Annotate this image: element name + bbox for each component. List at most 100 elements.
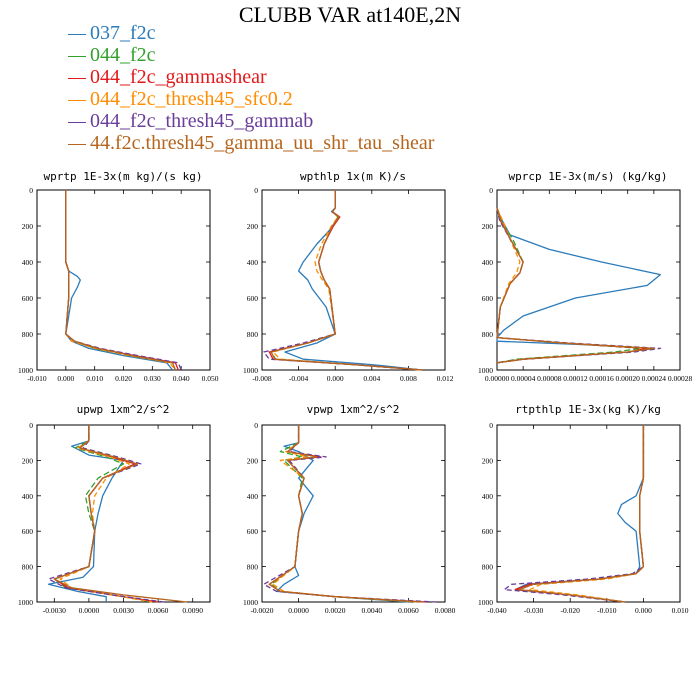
series-line — [268, 190, 423, 371]
legend-line-swatch — [68, 143, 86, 145]
y-tick-label: 200 — [247, 456, 259, 465]
y-tick-label: 600 — [482, 527, 494, 536]
x-tick-label: 0.00012 — [563, 374, 588, 383]
legend-label: 037_f2c — [90, 22, 156, 44]
y-tick-label: 1000 — [243, 366, 258, 375]
y-tick-label: 800 — [22, 563, 34, 572]
x-tick-label: -0.004 — [289, 374, 309, 383]
y-tick-label: 800 — [482, 330, 494, 339]
y-tick-label: 0 — [254, 186, 258, 195]
y-tick-label: 600 — [482, 294, 494, 303]
x-tick-label: 0.0000 — [79, 606, 100, 615]
x-tick-label: 0.030 — [144, 374, 161, 383]
y-tick-label: 0 — [29, 421, 33, 430]
y-tick-label: 400 — [22, 492, 34, 501]
legend-line-swatch — [68, 55, 86, 57]
y-tick-label: 400 — [247, 492, 259, 501]
series-line — [518, 425, 645, 603]
y-tick-label: 400 — [247, 258, 259, 267]
x-tick-label: 0.00000 — [485, 374, 510, 383]
legend-item: 044_f2c — [68, 44, 156, 66]
x-tick-label: 0.012 — [437, 374, 454, 383]
x-tick-label: 0.00008 — [537, 374, 562, 383]
plot-frame — [261, 189, 446, 371]
y-tick-label: 200 — [22, 222, 34, 231]
subplot-title: wprcp 1E-3x(m/s) (kg/kg) — [509, 170, 668, 183]
legend-label: 044_f2c_thresh45_gammab — [90, 110, 314, 132]
y-tick-label: 800 — [247, 563, 259, 572]
subplot: wpthlp 1x(m K)/s 0 200 400 600 800 1000-0.008 -… — [243, 170, 454, 383]
y-tick-label: 1000 — [243, 598, 258, 607]
series-line — [270, 190, 423, 371]
plot-frame — [36, 189, 211, 371]
y-tick-label: 1000 — [18, 366, 33, 375]
series-line — [268, 425, 424, 603]
series-line — [53, 425, 153, 603]
x-tick-label: -0.010 — [597, 606, 617, 615]
legend-line-swatch — [68, 121, 86, 123]
legend-item: 44.f2c.thresh45_gamma_uu_shr_tau_shear — [68, 132, 434, 154]
x-tick-label: -0.0020 — [250, 606, 273, 615]
y-tick-label: 800 — [247, 330, 259, 339]
series-line — [275, 425, 409, 603]
legend-label: 044_f2c_gammashear — [90, 66, 267, 88]
y-tick-label: 1000 — [18, 598, 33, 607]
series-line — [47, 425, 125, 602]
x-tick-label: 0.010 — [86, 374, 103, 383]
legend-label: 044_f2c_thresh45_sfc0.2 — [90, 88, 293, 110]
x-tick-label: 0.0020 — [325, 606, 346, 615]
y-tick-label: 200 — [247, 222, 259, 231]
x-tick-label: 0.0040 — [361, 606, 382, 615]
series-line — [496, 207, 662, 364]
x-tick-label: 0.0030 — [113, 606, 134, 615]
legend-line-swatch — [68, 99, 86, 101]
x-tick-label: 0.050 — [202, 374, 219, 383]
x-tick-label: 0.0090 — [182, 606, 203, 615]
figure-title: CLUBB VAR at140E,2N — [238, 2, 462, 27]
series-line — [263, 190, 423, 371]
x-tick-label: 0.0060 — [398, 606, 419, 615]
series-line — [65, 190, 177, 371]
legend-item: 044_f2c_gammashear — [68, 66, 267, 88]
series-line — [65, 190, 182, 371]
y-tick-label: 800 — [482, 563, 494, 572]
series-line — [270, 190, 423, 371]
x-tick-label: 0.0080 — [435, 606, 456, 615]
x-tick-label: -0.0030 — [43, 606, 66, 615]
y-tick-label: 600 — [247, 294, 259, 303]
y-tick-label: 1000 — [478, 598, 493, 607]
y-tick-label: 200 — [482, 456, 494, 465]
series-line — [496, 207, 655, 364]
plot-frame — [496, 424, 681, 603]
y-tick-label: 600 — [22, 294, 34, 303]
subplot-title: wprtp 1E-3x(m kg)/(s kg) — [44, 170, 203, 183]
x-tick-label: -0.010 — [27, 374, 47, 383]
x-tick-label: 0.00028 — [668, 374, 693, 383]
y-tick-label: 0 — [254, 421, 258, 430]
y-tick-label: 600 — [247, 527, 259, 536]
x-tick-label: 0.00004 — [511, 374, 536, 383]
subplot-title: vpwp 1xm^2/s^2 — [307, 403, 400, 416]
x-tick-label: 0.000 — [327, 374, 344, 383]
series-line — [272, 425, 418, 603]
y-tick-label: 200 — [482, 222, 494, 231]
legend-line-swatch — [68, 77, 86, 79]
x-tick-label: 0.0060 — [148, 606, 169, 615]
legend-item: 044_f2c_thresh45_sfc0.2 — [68, 88, 293, 110]
y-tick-label: 0 — [489, 421, 493, 430]
y-tick-label: 1000 — [478, 366, 493, 375]
legend-item: 037_f2c — [68, 22, 156, 44]
subplot: rtpthlp 1E-3x(kg K)/kg02004006008001000-… — [478, 403, 689, 615]
subplot: wprcp 1E-3x(m/s) (kg/kg) 0 200 400 600 800 100… — [478, 170, 692, 383]
y-tick-label: 200 — [22, 456, 34, 465]
subplot-title: rtpthlp 1E-3x(kg K)/kg — [515, 403, 661, 416]
x-tick-label: 0.004 — [363, 374, 380, 383]
y-tick-label: 0 — [489, 186, 493, 195]
x-tick-label: 0.020 — [115, 374, 132, 383]
subplot-title: upwp 1xm^2/s^2 — [77, 403, 170, 416]
y-tick-label: 400 — [482, 492, 494, 501]
x-tick-label: -0.040 — [487, 606, 507, 615]
plot-frame — [261, 424, 446, 603]
series-line — [59, 425, 153, 603]
